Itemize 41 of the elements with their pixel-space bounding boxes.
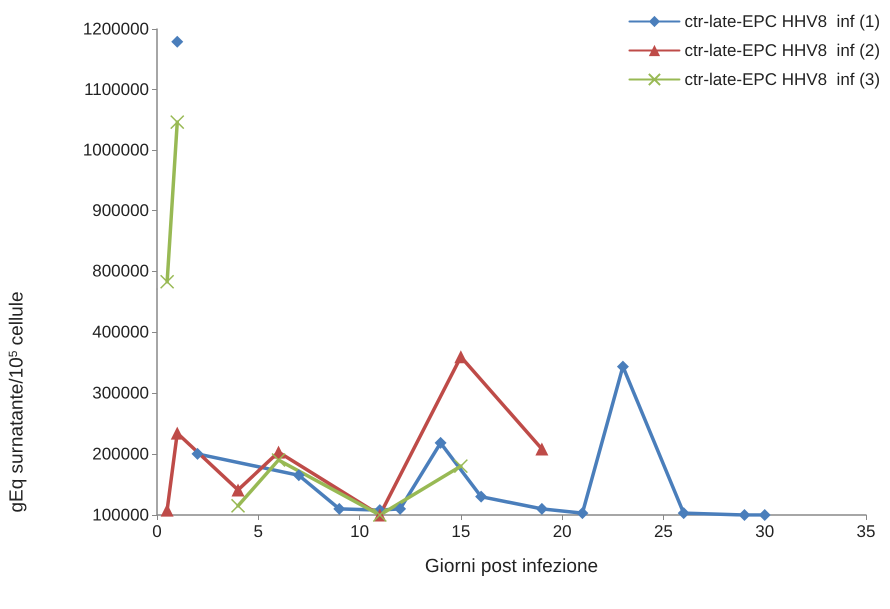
y-axis-title: gEq surnatante/105 cellule xyxy=(6,291,28,513)
x-tick-label: 20 xyxy=(552,522,572,541)
y-tick-label: 100000 xyxy=(92,506,149,524)
point xyxy=(292,469,305,482)
legend-label: ctr-late-EPC HHV8 inf (1) xyxy=(684,12,880,31)
x-tick-label: 15 xyxy=(451,522,470,541)
x-tick-label: 5 xyxy=(254,522,264,541)
point xyxy=(454,458,468,474)
y-tick-label: 200000 xyxy=(92,444,149,464)
legend-label: ctr-late-EPC HHV8 inf (2) xyxy=(684,41,880,60)
legend-label: ctr-late-EPC HHV8 inf (3) xyxy=(684,70,880,89)
y-tick-label: 1100000 xyxy=(84,80,149,99)
point xyxy=(536,502,548,515)
point xyxy=(535,442,548,456)
y-tick-label: 900000 xyxy=(92,200,149,220)
point xyxy=(475,490,488,503)
point xyxy=(232,483,245,496)
y-tick-label: 1200000 xyxy=(82,20,149,38)
point xyxy=(170,426,184,440)
point xyxy=(192,448,204,460)
y-tick-label: 400000 xyxy=(92,322,149,342)
point xyxy=(160,274,174,289)
x-tick-label: 10 xyxy=(350,522,370,541)
point xyxy=(171,36,184,48)
x-axis-title: Giorni post infezione xyxy=(424,556,598,577)
y-tick-label: 300000 xyxy=(92,383,149,402)
y-tick-label: 1000000 xyxy=(82,140,149,160)
y-tick-label: 800000 xyxy=(92,261,149,280)
point xyxy=(758,509,771,521)
point xyxy=(170,114,185,130)
point xyxy=(454,350,468,364)
point xyxy=(230,498,246,514)
x-tick-label: 25 xyxy=(654,522,673,541)
x-tick-label: 30 xyxy=(755,522,774,541)
x-tick-label: 0 xyxy=(152,522,162,541)
point xyxy=(434,436,447,449)
point xyxy=(394,502,406,515)
point xyxy=(576,507,588,520)
x-tick-label: 35 xyxy=(856,522,876,541)
point xyxy=(616,360,629,373)
point xyxy=(333,502,346,515)
